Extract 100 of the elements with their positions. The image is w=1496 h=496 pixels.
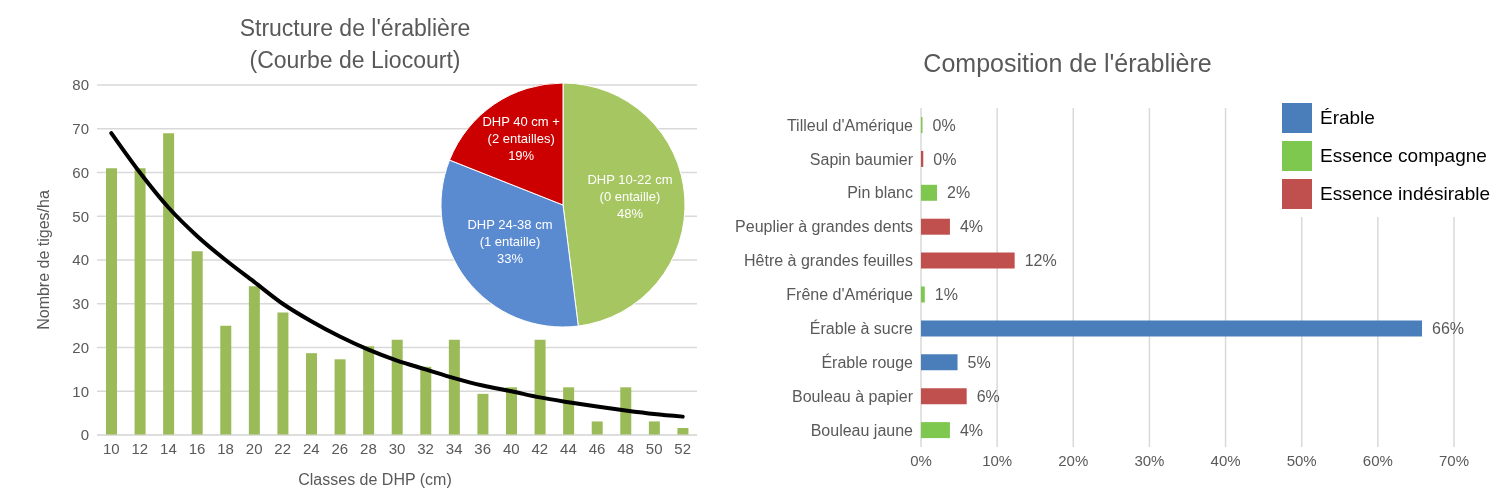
y-tick-label: Bouleau jaune (810, 421, 914, 439)
x-tick-label: 0% (910, 451, 932, 469)
x-tick-label: 22 (274, 439, 292, 457)
x-tick-label: 26 (331, 439, 349, 457)
y-tick-label: Tilleul d'Amérique (786, 116, 914, 134)
x-tick-label: 10 (102, 439, 120, 457)
y-tick-label: 70 (72, 120, 89, 138)
bar (921, 252, 1015, 269)
data-label: 4% (959, 218, 984, 236)
x-tick-label: 12 (131, 439, 149, 457)
x-tick-label: 14 (160, 439, 177, 457)
bar (921, 286, 925, 303)
legend-label: Essence compagne (1319, 145, 1487, 167)
bar (477, 393, 489, 435)
slice-label: DHP 24-38 cm (1 entaille) (467, 217, 553, 250)
data-label: 66% (1432, 320, 1465, 338)
x-tick-label: 30 (388, 439, 406, 457)
y-tick-label: Hêtre à grandes feuilles (744, 252, 913, 270)
bar (563, 387, 575, 435)
bar (306, 353, 317, 435)
data-label: 1% (934, 286, 958, 304)
x-tick-label: 18 (217, 439, 234, 457)
bar (648, 421, 660, 435)
line-series (109, 131, 685, 419)
legend-label: Essence indésirable (1319, 183, 1490, 205)
bar (921, 218, 950, 235)
x-tick-label: 46 (588, 439, 606, 457)
y-tick-label: Bouleau à papier (792, 387, 914, 405)
x-tick-label: 36 (474, 439, 492, 457)
data-label: 0% (932, 116, 956, 134)
bar (921, 422, 950, 439)
x-tick-label: 28 (360, 439, 377, 457)
y-tick-label: 10 (72, 382, 89, 400)
bar (921, 184, 937, 201)
bar (921, 320, 1423, 337)
x-tick-label: 42 (531, 439, 549, 457)
bar (620, 387, 632, 435)
bar (163, 133, 175, 435)
y-tick-label: Érable rouge (821, 352, 914, 371)
data-label: 0% (933, 150, 957, 168)
data-label: 12% (1024, 252, 1057, 270)
bar (448, 339, 460, 435)
bar (277, 312, 289, 435)
data-label: 6% (976, 387, 1000, 405)
chart-title: Structure de l'érablière (Courbe de Liocourt) (238, 14, 472, 75)
bar (921, 354, 958, 371)
x-tick-label: 16 (188, 439, 206, 457)
bar (363, 346, 375, 435)
y-tick-label: Pin blanc (847, 184, 913, 202)
x-tick-label: 50% (1286, 451, 1317, 469)
chart-title: Composition de l'érablière (922, 48, 1213, 78)
bar (506, 387, 517, 435)
x-tick-label: 60% (1362, 451, 1393, 469)
y-tick-label: Érable à sucre (809, 319, 914, 338)
bar (921, 388, 967, 405)
bar (220, 325, 232, 435)
y-tick-label: 50 (72, 207, 89, 225)
y-tick-label: Sapin baumier (809, 150, 914, 168)
x-tick-label: 10% (982, 451, 1013, 469)
x-tick-label: 70% (1438, 451, 1470, 469)
bar (106, 168, 117, 435)
y-tick-label: 30 (72, 295, 89, 313)
legend-label: Érable (1319, 107, 1375, 129)
slice-label: DHP 10-22 cm (0 entaille) (587, 171, 673, 204)
x-tick-label: 48 (617, 439, 634, 457)
data-label: 48% (616, 205, 644, 221)
x-tick-label: 24 (302, 439, 320, 457)
data-label: 2% (946, 184, 971, 202)
y-axis-title: Nombre de tiges/ha (35, 190, 53, 330)
y-tick-label: 60 (72, 163, 89, 181)
x-tick-label: 20 (245, 439, 263, 457)
x-axis-title: Classes de DHP (cm) (297, 471, 453, 489)
bar (391, 339, 403, 435)
bar (420, 366, 432, 435)
x-tick-label: 30% (1134, 451, 1165, 469)
x-tick-label: 50 (645, 439, 663, 457)
x-tick-label: 34 (445, 439, 463, 457)
y-tick-label: 80 (72, 76, 89, 94)
bar (191, 251, 203, 435)
data-label: 4% (959, 421, 984, 439)
y-tick-label: Frêne d'Amérique (786, 286, 914, 304)
bar (334, 359, 346, 435)
x-tick-label: 52 (674, 439, 692, 457)
y-tick-label: Peuplier à grandes dents (735, 218, 913, 236)
data-label: 33% (496, 251, 524, 267)
x-tick-label: 32 (417, 439, 434, 457)
data-label: 5% (967, 353, 991, 371)
bar (134, 168, 146, 435)
y-tick-label: 40 (72, 251, 89, 269)
bar (591, 421, 603, 435)
y-tick-label: 0 (80, 426, 89, 444)
y-tick-label: 20 (72, 338, 89, 356)
bar (534, 339, 546, 435)
bar (248, 286, 260, 435)
x-tick-label: 40 (502, 439, 520, 457)
slice-label: DHP 40 cm + (2 entailles) (482, 114, 560, 147)
x-tick-label: 44 (560, 439, 577, 457)
data-label: 19% (508, 148, 535, 164)
x-tick-label: 40% (1210, 451, 1241, 469)
x-tick-label: 20% (1058, 451, 1089, 469)
